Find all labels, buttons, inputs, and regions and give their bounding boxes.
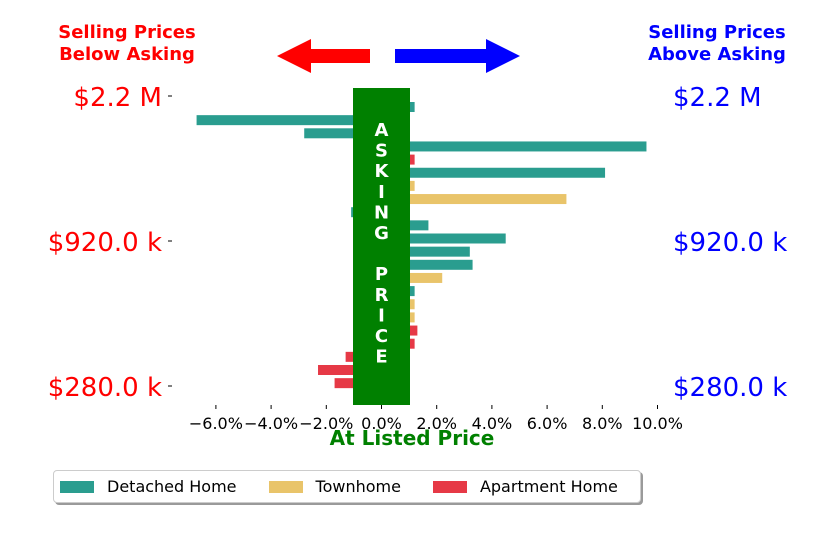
above-asking-caption-line1: Selling Prices [648,22,785,43]
x-tick-label: 4.0% [472,414,513,433]
asking-price-letter: I [378,305,385,326]
asking-price-letter: K [375,161,390,182]
bar-detached-home [381,233,506,244]
bars-group [196,102,647,389]
bar-apartment-home [318,365,382,375]
legend: Detached Home Townhome Apartment Home [53,470,641,503]
legend-label-townhome: Townhome [315,477,401,496]
bar-detached-home [381,167,606,178]
legend-swatch-townhome [268,480,303,493]
x-tick-label: −6.0% [189,414,243,433]
legend-swatch-detached [60,480,94,493]
x-tick-label: 0.0% [361,414,402,433]
right-y-tick-label: $920.0 k [673,228,787,258]
bar-detached-home [381,246,470,257]
bar-detached-home [381,141,647,152]
right-arrow-icon [395,39,520,73]
legend-label-apartment: Apartment Home [479,477,618,496]
legend-item-townhome: Townhome [268,477,401,496]
below-asking-caption-line2: Below Asking [59,44,195,65]
legend-swatch-apartment [432,480,467,493]
right-y-tick-label: $2.2 M [673,83,762,113]
x-axis-ticks: −6.0% −4.0% −2.0% 0.0% 2.0% 4.0% 6.0% 8.0% 10.0% [189,405,683,433]
left-arrow-icon [277,39,370,73]
x-tick-label: −2.0% [299,414,353,433]
x-axis-label: At Listed Price [330,426,495,450]
bar-detached-home [381,259,473,270]
bar-detached-home [196,115,382,126]
bar-detached-home [304,128,382,139]
left-y-tick-label: $2.2 M [73,83,162,113]
x-tick-label: 2.0% [416,414,457,433]
asking-price-letter: E [375,347,387,368]
x-tick-label: 10.0% [632,414,683,433]
legend-item-detached: Detached Home [60,477,237,496]
x-tick-label: −4.0% [244,414,298,433]
asking-price-letter: S [375,141,388,162]
legend-item-apartment: Apartment Home [432,477,618,496]
left-y-tick-label: $920.0 k [48,228,162,258]
asking-price-letter: R [375,285,389,306]
bar-townhome [381,194,567,205]
bar-townhome [381,272,443,283]
asking-price-letter: G [374,223,389,244]
asking-price-letter: C [375,326,388,347]
asking-price-band [353,88,410,405]
above-asking-caption-line2: Above Asking [648,44,786,65]
right-y-tick-label: $280.0 k [673,373,787,403]
left-y-tick-label: $280.0 k [48,373,162,403]
below-asking-caption-line1: Selling Prices [58,22,195,43]
x-tick-label: 8.0% [582,414,623,433]
asking-price-letter: I [378,182,385,203]
x-tick-label: 6.0% [527,414,568,433]
asking-price-letter: N [374,202,389,223]
legend-label-detached: Detached Home [107,477,237,496]
asking-price-letter: A [375,120,389,141]
asking-price-letter: P [375,264,388,285]
